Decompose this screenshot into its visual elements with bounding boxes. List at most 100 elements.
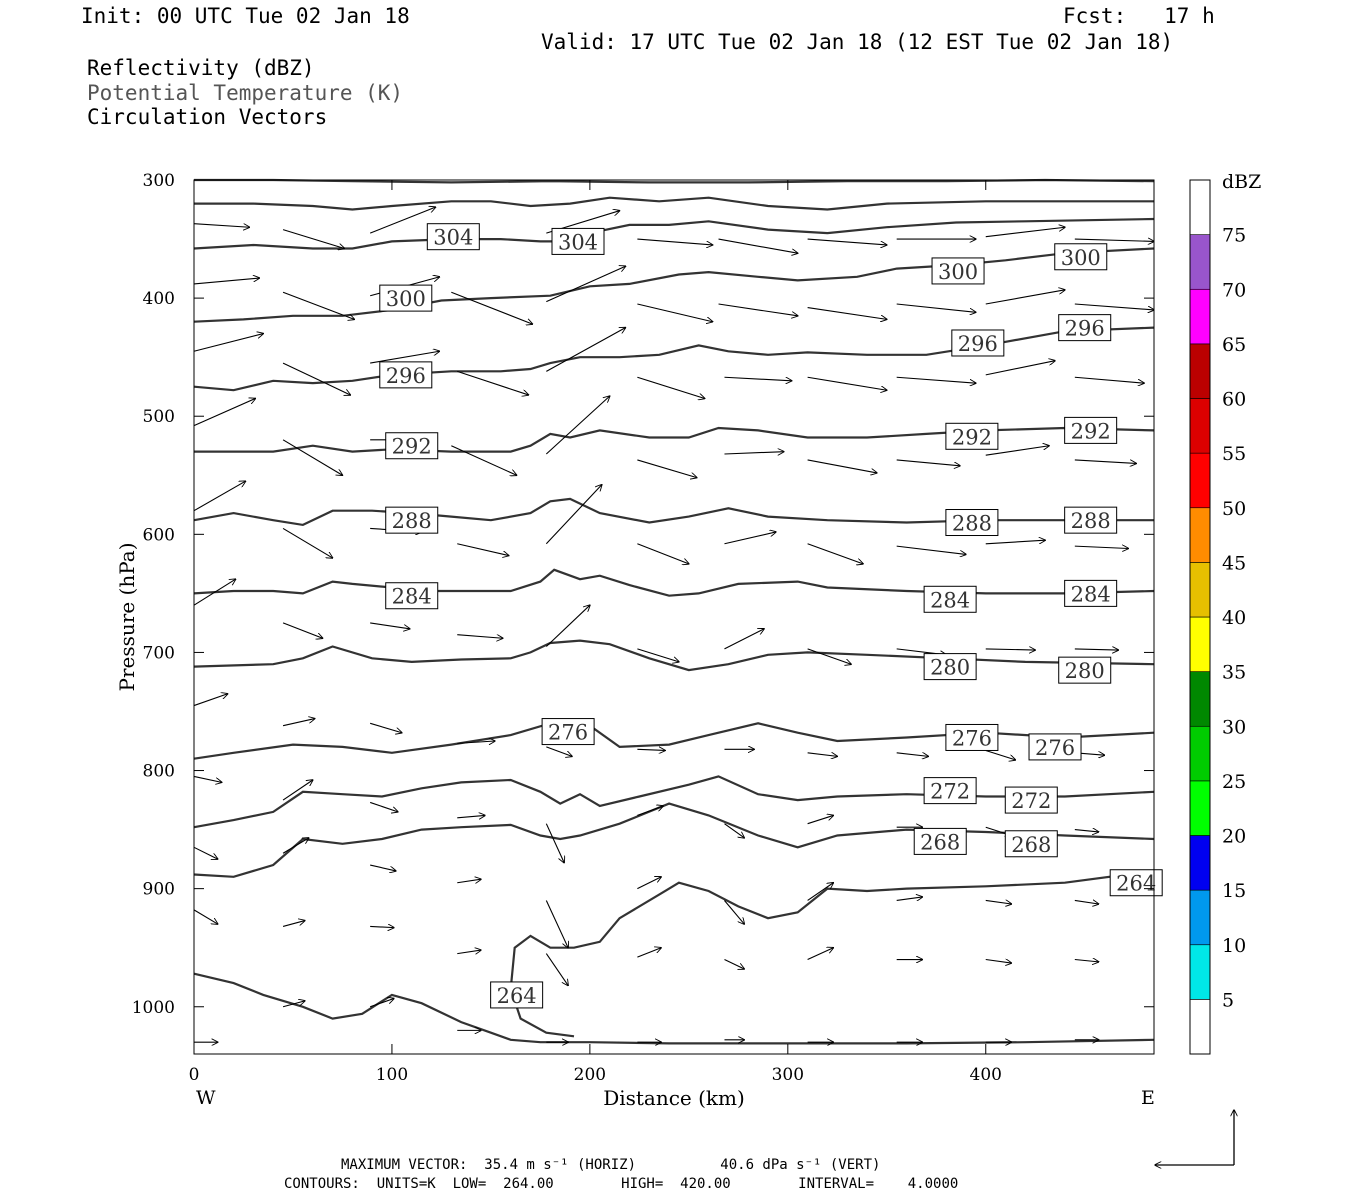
colorbar-swatch [1189, 234, 1211, 290]
circulation-vector [451, 445, 516, 476]
svg-text:288: 288 [392, 509, 432, 533]
valid-time: Valid: 17 UTC Tue 02 Jan 18 (12 EST Tue … [541, 30, 1174, 54]
svg-text:292: 292 [952, 425, 992, 449]
svg-text:300: 300 [386, 287, 426, 311]
colorbar-label: 50 [1222, 498, 1246, 520]
svg-text:292: 292 [392, 435, 432, 459]
field-title-vectors: Circulation Vectors [87, 105, 328, 129]
colorbar-swatch [1189, 671, 1211, 727]
colorbar-swatch [1189, 944, 1211, 1000]
circulation-vector [637, 376, 704, 398]
svg-text:284: 284 [1071, 582, 1111, 606]
circulation-vector [545, 605, 590, 647]
circulation-vector [637, 459, 696, 478]
colorbar-swatch [1189, 889, 1211, 946]
circulation-vector [457, 543, 508, 556]
svg-text:300: 300 [1061, 246, 1101, 270]
circulation-vector [637, 948, 661, 958]
contour-label: 296 [379, 361, 433, 389]
west-label: W [196, 1087, 216, 1109]
contour-labels: 304 304 300 300 300 296 296 296 292 292 292 288 288 2… [379, 223, 1163, 1009]
circulation-vector [546, 746, 572, 756]
contour-label: 276 [945, 723, 999, 751]
circulation-vector [457, 741, 495, 743]
contour-label: 300 [1054, 243, 1108, 271]
contour-label: 292 [945, 422, 999, 450]
colorbar-label: 5 [1222, 989, 1234, 1011]
circulation-vector [545, 823, 564, 863]
contour-label: 268 [913, 827, 967, 855]
colorbar-swatch [1189, 780, 1211, 836]
circulation-vector [282, 838, 309, 854]
theta-contour-264 [509, 869, 1155, 1038]
svg-text:276: 276 [1035, 736, 1075, 760]
y-tick-label: 900 [143, 880, 175, 900]
circulation-vector [896, 459, 960, 466]
svg-text:300: 300 [938, 260, 978, 284]
svg-text:280: 280 [1065, 659, 1105, 683]
y-tick-label: 400 [143, 289, 175, 309]
theta-contour-292 [194, 426, 1155, 453]
svg-text:284: 284 [392, 585, 432, 609]
circulation-vector [637, 648, 679, 662]
colorbar-label: 30 [1222, 716, 1246, 738]
circulation-vector [807, 376, 887, 390]
colorbar-swatch [1189, 507, 1211, 563]
svg-text:268: 268 [920, 830, 960, 854]
colorbar-label: 10 [1222, 935, 1246, 957]
circulation-vector [807, 753, 838, 757]
circulation-vector [545, 396, 609, 455]
circulation-vector [546, 266, 625, 303]
contour-label: 276 [1028, 733, 1082, 761]
svg-text:280: 280 [930, 656, 970, 680]
colorbar-swatch [1189, 288, 1211, 345]
contour-label: 292 [1064, 416, 1118, 444]
colorbar-label: 55 [1222, 443, 1246, 465]
circulation-vector [807, 648, 852, 664]
circulation-vector [370, 622, 410, 629]
x-tick-label: 0 [189, 1065, 200, 1085]
circulation-vector [451, 291, 532, 324]
x-tick-label: 400 [970, 1065, 1002, 1085]
circulation-vector [282, 719, 315, 727]
colorbar-swatch [1189, 452, 1211, 509]
circulation-vector [985, 649, 1035, 650]
theta-contour-276 [193, 722, 1155, 760]
contour-label: 268 [1004, 830, 1058, 858]
contour-label: 288 [1064, 506, 1118, 534]
theta-contour-264 [193, 972, 1155, 1045]
circulation-vector [545, 900, 568, 947]
circulation-vector [369, 207, 435, 234]
reference-vector-icon [1155, 1110, 1234, 1165]
y-tick-label: 600 [143, 525, 175, 545]
circulation-vector [193, 909, 218, 924]
theta-contour-300 [193, 247, 1155, 323]
circulation-vector [896, 897, 923, 901]
colorbar-label: 60 [1222, 389, 1246, 411]
contour-label: 296 [951, 329, 1005, 357]
svg-text:272: 272 [930, 780, 970, 804]
circulation-vectors [193, 207, 1154, 1042]
x-tick-label: 200 [574, 1065, 606, 1085]
circulation-vector [724, 376, 791, 381]
colorbar-label: 25 [1222, 771, 1246, 793]
circulation-vector [896, 303, 976, 312]
circulation-vector [282, 291, 354, 319]
circulation-vector [637, 543, 688, 564]
theta-contour-272 [193, 775, 1155, 829]
contour-label: 264 [490, 981, 544, 1009]
circulation-vector [807, 883, 834, 901]
colorbar-swatch [1189, 562, 1211, 618]
circulation-vector [637, 303, 712, 322]
contour-label: 280 [1058, 656, 1112, 684]
svg-text:304: 304 [433, 226, 473, 250]
contour-label: 280 [923, 653, 977, 681]
theta-contours [193, 178, 1155, 1045]
colorbar-swatch [1189, 343, 1211, 399]
svg-text:296: 296 [958, 332, 998, 356]
field-title-reflectivity: Reflectivity (dBZ) [87, 56, 315, 80]
circulation-vector [457, 634, 503, 639]
circulation-vector [193, 579, 236, 606]
circulation-vector [369, 801, 398, 811]
